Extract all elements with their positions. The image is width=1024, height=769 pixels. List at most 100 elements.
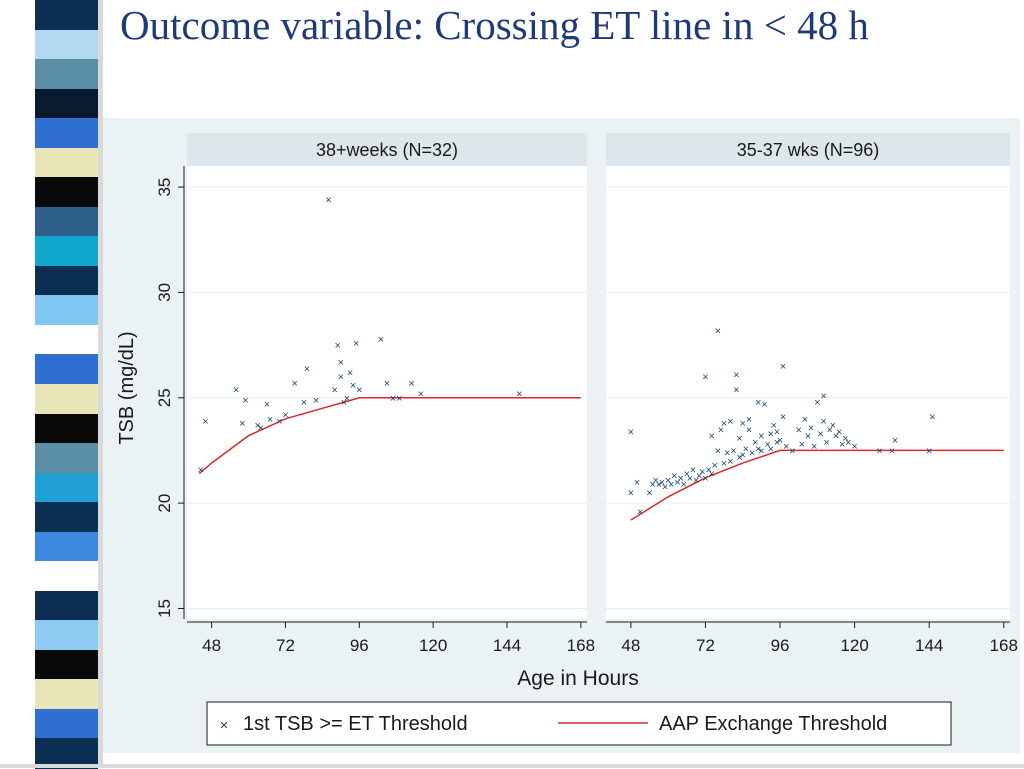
panel-left-title: 38+weeks (N=32) xyxy=(316,140,458,160)
data-point: × xyxy=(820,416,826,428)
data-point: × xyxy=(656,479,662,491)
data-point: × xyxy=(408,378,414,390)
stripe-band xyxy=(35,147,98,179)
data-point: × xyxy=(258,422,264,434)
panel-right-threshold xyxy=(630,449,1004,521)
legend-label-threshold: AAP Exchange Threshold xyxy=(659,713,887,735)
data-point: × xyxy=(736,433,742,445)
stripe-band xyxy=(35,443,98,474)
stripe-band xyxy=(35,620,98,651)
data-point: × xyxy=(264,399,270,411)
data-point: × xyxy=(743,443,749,455)
data-point: × xyxy=(802,414,808,426)
data-point: × xyxy=(637,507,643,519)
data-point: × xyxy=(353,338,359,350)
data-point: × xyxy=(338,372,344,384)
x-tick-label: 120 xyxy=(840,636,868,655)
data-point: × xyxy=(344,393,350,405)
data-point: × xyxy=(516,389,522,401)
data-point: × xyxy=(267,414,273,426)
stripe-band xyxy=(35,590,98,622)
data-point: × xyxy=(842,433,848,445)
data-point: × xyxy=(836,426,842,438)
data-point: × xyxy=(715,445,721,457)
panel-right: 35-37 wks (N=96) 48 72 96 120 144 168 ×××××××… xyxy=(606,133,1018,655)
stripe-band xyxy=(35,531,98,563)
data-point: × xyxy=(845,437,851,449)
data-point: × xyxy=(811,441,817,453)
decorative-stripe xyxy=(35,0,98,769)
data-point: × xyxy=(699,467,705,479)
stripe-band xyxy=(35,88,98,120)
stripe-band xyxy=(35,738,98,769)
data-point: × xyxy=(789,445,795,457)
data-point: × xyxy=(378,334,384,346)
data-point: × xyxy=(839,439,845,451)
stripe-band xyxy=(35,265,98,297)
data-point: × xyxy=(752,437,758,449)
x-tick-label: 144 xyxy=(915,636,943,655)
data-point: × xyxy=(690,464,696,476)
data-point: × xyxy=(708,469,714,481)
data-point: × xyxy=(684,469,690,481)
stripe-band xyxy=(35,29,98,61)
data-point: × xyxy=(833,431,839,443)
data-point: × xyxy=(356,384,362,396)
data-point: × xyxy=(649,479,655,491)
data-point: × xyxy=(396,393,402,405)
data-point: × xyxy=(335,340,341,352)
panel-right-axes: 48 72 96 120 144 168 xyxy=(606,621,1018,655)
data-point: × xyxy=(727,456,733,468)
data-point: × xyxy=(233,384,239,396)
y-tick-label: 25 xyxy=(155,388,174,407)
data-point: × xyxy=(774,437,780,449)
data-point: × xyxy=(889,445,895,457)
data-point: × xyxy=(740,418,746,430)
footer-rule xyxy=(0,764,1024,768)
data-point: × xyxy=(276,416,282,428)
data-point: × xyxy=(384,378,390,390)
data-point: × xyxy=(736,452,742,464)
data-point: × xyxy=(830,420,836,432)
stripe-band xyxy=(35,236,98,267)
data-point: × xyxy=(347,367,353,379)
data-point: × xyxy=(727,416,733,428)
chart-container: 38+weeks (N=32) 48 72 96 120 144 168 15 20 25 30 3… xyxy=(103,118,1020,753)
data-point: × xyxy=(795,424,801,436)
data-point: × xyxy=(628,488,634,500)
data-point: × xyxy=(255,420,261,432)
data-point: × xyxy=(820,391,826,403)
data-point: × xyxy=(680,479,686,491)
data-point: × xyxy=(674,477,680,489)
x-tick-label: 96 xyxy=(350,636,369,655)
data-point: × xyxy=(301,397,307,409)
data-point: × xyxy=(341,397,347,409)
stripe-band xyxy=(35,472,98,504)
data-point: × xyxy=(418,389,424,401)
panel-right-plot xyxy=(606,166,1010,619)
data-point: × xyxy=(687,473,693,485)
data-point: × xyxy=(805,431,811,443)
data-point: × xyxy=(892,435,898,447)
data-point: × xyxy=(799,439,805,451)
data-point: × xyxy=(755,443,761,455)
data-point: × xyxy=(282,410,288,422)
data-point: × xyxy=(702,372,708,384)
x-tick-label: 120 xyxy=(419,636,447,655)
panel-left: 38+weeks (N=32) 48 72 96 120 144 168 15 20 25 30 3… xyxy=(155,133,595,655)
panel-right-points: ××××××××××××××××××××××××××××××××××××××××… xyxy=(628,325,936,518)
data-point: × xyxy=(876,445,882,457)
y-axis-label: TSB (mg/dL) xyxy=(116,331,138,444)
stripe-band xyxy=(35,384,98,415)
data-point: × xyxy=(808,422,814,434)
data-point: × xyxy=(350,380,356,392)
data-point: × xyxy=(851,441,857,453)
stripe-band xyxy=(35,177,98,208)
panel-left-axes: 48 72 96 120 144 168 15 20 25 30 35 xyxy=(155,166,595,655)
y-tick-label: 15 xyxy=(155,599,174,618)
stripe-band xyxy=(35,413,98,445)
data-point: × xyxy=(291,378,297,390)
data-point: × xyxy=(758,445,764,457)
y-tick-label: 35 xyxy=(155,178,174,197)
data-point: × xyxy=(724,448,730,460)
